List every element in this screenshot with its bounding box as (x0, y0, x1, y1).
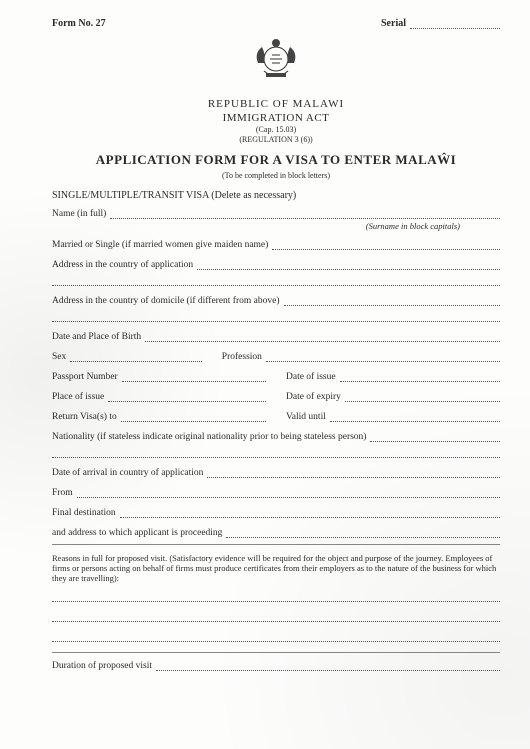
place-issue-label: Place of issue (52, 392, 104, 402)
form-title: APPLICATION FORM FOR A VISA TO ENTER MAL… (52, 152, 500, 168)
form-subtitle: (To be completed in block letters) (52, 171, 500, 180)
return-visa-input[interactable] (121, 412, 266, 422)
valid-until-input[interactable] (330, 412, 500, 422)
name-input[interactable] (110, 209, 500, 219)
name-label: Name (in full) (52, 209, 106, 219)
surname-hint-row: (Surname in block capitals) (52, 221, 500, 232)
reasons-label: Reasons in full for proposed visit. (Sat… (52, 553, 500, 584)
nationality-row: Nationality (if stateless indicate origi… (52, 432, 500, 442)
duration-input[interactable] (156, 661, 500, 671)
married-row: Married or Single (if married women give… (52, 240, 500, 250)
divider-1 (52, 544, 500, 545)
from-row: From (52, 488, 500, 498)
place-issue-row: Place of issue Date of expiry (52, 392, 500, 402)
name-row: Name (in full) (52, 209, 500, 219)
passport-label: Passport Number (52, 372, 118, 382)
nationality-line2[interactable] (52, 448, 500, 458)
divider-2 (52, 652, 500, 653)
address-dom-label: Address in the country of domicile (if d… (52, 296, 280, 306)
proceeding-row: and address to which applicant is procee… (52, 528, 500, 538)
regulation-ref: (REGULATION 3 (6)) (52, 135, 500, 144)
reasons-line3[interactable] (52, 632, 500, 642)
return-visa-row: Return Visa(s) to Valid until (52, 412, 500, 422)
surname-hint: (Surname in block capitals) (366, 221, 460, 231)
address-app-label: Address in the country of application (52, 260, 193, 270)
final-dest-row: Final destination (52, 508, 500, 518)
sex-input[interactable] (70, 352, 202, 362)
address-dom-input[interactable] (284, 296, 501, 306)
address-dom-row: Address in the country of domicile (if d… (52, 296, 500, 306)
date-issue-label: Date of issue (286, 372, 336, 382)
proceeding-label: and address to which applicant is procee… (52, 528, 222, 538)
address-dom-line2[interactable] (52, 312, 500, 322)
married-label: Married or Single (if married women give… (52, 240, 268, 250)
dob-input[interactable] (145, 332, 500, 342)
place-issue-input[interactable] (108, 392, 266, 402)
reasons-line2[interactable] (52, 612, 500, 622)
return-visa-label: Return Visa(s) to (52, 412, 117, 422)
serial-label: Serial (381, 18, 406, 29)
address-app-input[interactable] (197, 260, 500, 270)
serial-field: Serial (381, 18, 500, 29)
duration-label: Duration of proposed visit (52, 661, 152, 671)
date-expiry-label: Date of expiry (286, 392, 341, 402)
serial-line[interactable] (410, 28, 500, 29)
proceeding-input[interactable] (226, 528, 500, 538)
visa-type-row: SINGLE/MULTIPLE/TRANSIT VISA (Delete as … (52, 190, 500, 201)
final-dest-input[interactable] (120, 508, 500, 518)
arrival-label: Date of arrival in country of applicatio… (52, 468, 203, 478)
sex-label: Sex (52, 352, 66, 362)
sex-profession-row: Sex Profession (52, 352, 500, 362)
act-name: IMMIGRATION ACT (52, 112, 500, 124)
date-expiry-input[interactable] (345, 392, 500, 402)
profession-label: Profession (222, 352, 262, 362)
cap-ref: (Cap. 15.03) (52, 125, 500, 134)
dob-row: Date and Place of Birth (52, 332, 500, 342)
passport-row: Passport Number Date of issue (52, 372, 500, 382)
coat-of-arms-emblem (52, 33, 500, 92)
nationality-label: Nationality (if stateless indicate origi… (52, 432, 366, 442)
form-page: Form No. 27 Serial REPUBLIC OF MALAWI IM… (0, 0, 530, 749)
duration-row: Duration of proposed visit (52, 661, 500, 671)
date-issue-input[interactable] (340, 372, 500, 382)
profession-input[interactable] (266, 352, 500, 362)
address-app-row: Address in the country of application (52, 260, 500, 270)
form-number: Form No. 27 (52, 18, 106, 29)
dob-label: Date and Place of Birth (52, 332, 141, 342)
arrival-row: Date of arrival in country of applicatio… (52, 468, 500, 478)
nationality-input[interactable] (370, 432, 500, 442)
top-row: Form No. 27 Serial (52, 18, 500, 29)
arrival-input[interactable] (207, 468, 500, 478)
from-label: From (52, 488, 73, 498)
final-dest-label: Final destination (52, 508, 116, 518)
passport-input[interactable] (122, 372, 266, 382)
married-input[interactable] (272, 240, 500, 250)
country-name: REPUBLIC OF MALAWI (52, 98, 500, 110)
valid-until-label: Valid until (286, 412, 326, 422)
address-app-line2[interactable] (52, 276, 500, 286)
from-input[interactable] (77, 488, 500, 498)
reasons-line1[interactable] (52, 592, 500, 602)
